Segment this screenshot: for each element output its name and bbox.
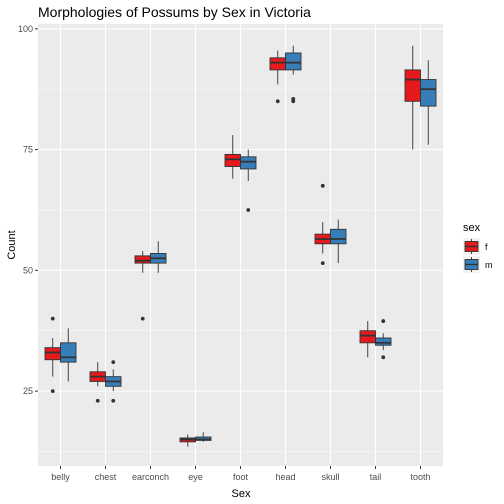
x-axis-title: Sex	[232, 488, 251, 500]
box	[420, 79, 437, 107]
boxplot-foot-f	[224, 135, 241, 179]
outlier-point	[291, 96, 296, 101]
boxplot-belly-f	[44, 316, 61, 394]
legend-label-m: m	[485, 260, 493, 270]
outlier-point	[320, 261, 325, 266]
boxplot-chest-m	[105, 360, 122, 403]
boxplot-earconch-m	[150, 241, 167, 273]
x-tick-label: tail	[370, 472, 382, 482]
x-tick-label: eye	[188, 472, 203, 482]
outlier-point	[50, 389, 55, 394]
box	[134, 255, 151, 264]
y-tick-label: 100	[18, 24, 33, 34]
boxplot-eye-m	[195, 432, 212, 442]
y-tick-label: 50	[23, 265, 33, 275]
boxplots	[44, 45, 437, 447]
outlier-point	[246, 208, 251, 212]
boxplot-tail-f	[359, 321, 376, 358]
box	[330, 228, 347, 245]
boxplot-belly-m	[60, 328, 77, 382]
outlier-point	[320, 183, 325, 188]
outlier-point	[140, 316, 145, 321]
axes: 25 50 75 100 belly chest earconch eye foot head sk…	[18, 24, 431, 482]
boxplot-tail-m	[375, 319, 392, 360]
box	[240, 156, 257, 170]
box	[44, 347, 61, 361]
outlier-point	[275, 99, 280, 104]
boxplot-tooth-m	[420, 60, 437, 145]
y-tick-label: 75	[23, 145, 33, 155]
x-tick-label: chest	[95, 472, 117, 482]
box	[269, 57, 286, 71]
y-tick-label: 25	[23, 386, 33, 396]
legend-label-f: f	[485, 242, 488, 252]
x-tick-label: foot	[233, 472, 249, 482]
boxplot-head-m	[285, 45, 302, 104]
x-tick-label: skull	[321, 472, 339, 482]
box	[359, 330, 376, 344]
legend-title: sex	[463, 222, 481, 234]
outlier-point	[50, 316, 55, 321]
boxplot-earconch-f	[134, 251, 151, 321]
outlier-point	[111, 360, 116, 365]
outlier-point	[111, 398, 116, 403]
box	[404, 69, 421, 102]
y-axis-title: Count	[6, 230, 18, 259]
x-tick-label: head	[275, 472, 295, 482]
boxplot-foot-m	[240, 149, 257, 212]
box	[285, 52, 302, 71]
chart-title: Morphologies of Possums by Sex in Victor…	[38, 4, 311, 20]
box	[224, 153, 241, 167]
x-tick-label: belly	[51, 472, 70, 482]
box	[375, 337, 392, 346]
outlier-point	[381, 355, 386, 360]
x-tick-label: earconch	[132, 472, 169, 482]
outlier-point	[95, 398, 100, 403]
box	[60, 342, 77, 363]
x-tick-label: tooth	[410, 472, 430, 482]
boxplot-skull-m	[330, 219, 347, 264]
grid-lines	[38, 24, 443, 466]
outlier-point	[381, 319, 386, 323]
